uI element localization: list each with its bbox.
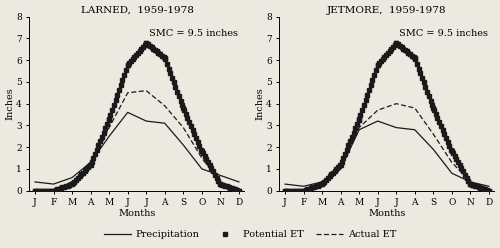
- Text: SMC = 9.5 inches: SMC = 9.5 inches: [399, 29, 488, 38]
- Title: LARNED,  1959-1978: LARNED, 1959-1978: [80, 5, 194, 15]
- X-axis label: Months: Months: [118, 209, 156, 218]
- Title: JETMORE,  1959-1978: JETMORE, 1959-1978: [327, 5, 446, 15]
- Y-axis label: Inches: Inches: [6, 87, 15, 120]
- X-axis label: Months: Months: [368, 209, 406, 218]
- Legend: Precipitation, Potential ET, Actual ET: Precipitation, Potential ET, Actual ET: [100, 226, 400, 243]
- Text: SMC = 9.5 inches: SMC = 9.5 inches: [149, 29, 238, 38]
- Y-axis label: Inches: Inches: [256, 87, 264, 120]
